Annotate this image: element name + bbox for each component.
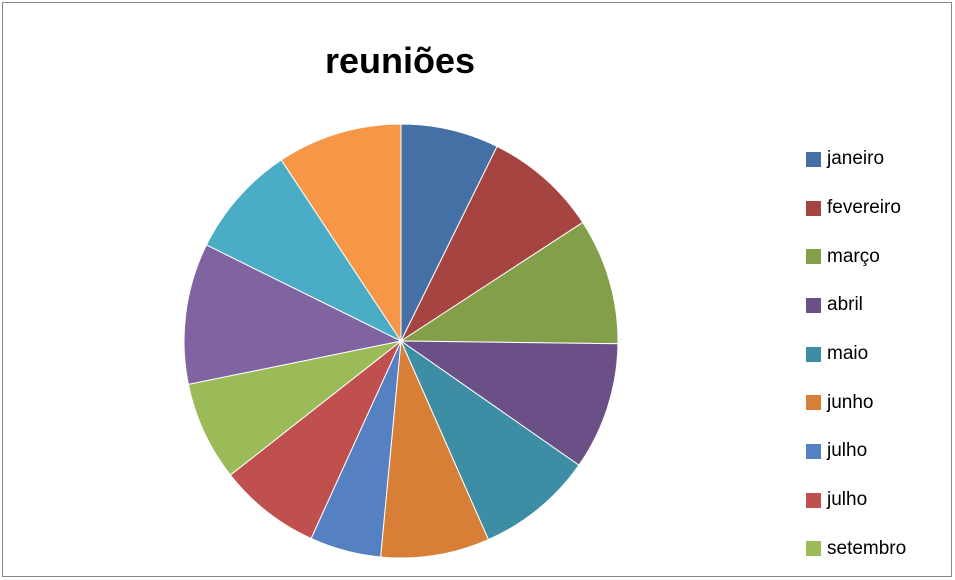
legend-swatch — [806, 151, 821, 167]
legend-item-7: julho — [806, 427, 906, 476]
legend-item-6: junho — [806, 378, 906, 427]
pie-slice-6 — [380, 339, 490, 559]
legend-item-2: fevereiro — [806, 184, 906, 233]
legend-label: abril — [827, 294, 863, 316]
legend-swatch — [806, 297, 821, 313]
pie-slice-1 — [400, 123, 498, 342]
legend-item-4: abril — [806, 281, 906, 330]
legend-swatch — [806, 541, 821, 557]
pie-slice-4 — [399, 340, 619, 466]
pie-slice-10 — [183, 244, 403, 385]
pie-slice-5 — [399, 339, 580, 541]
legend-label: junho — [827, 391, 874, 413]
chart-title: reuniões — [324, 40, 476, 81]
pie-slice-11 — [205, 159, 403, 343]
legend-item-1: janeiro — [806, 135, 906, 184]
legend-item-3: março — [806, 232, 906, 281]
legend-label: setembro — [827, 537, 907, 559]
legend-swatch — [806, 492, 821, 508]
legend-label: março — [827, 245, 880, 267]
legend-swatch — [806, 395, 821, 411]
legend-label: julho — [827, 440, 868, 462]
legend-label: maio — [827, 343, 869, 365]
pie-slice-2 — [399, 145, 584, 343]
legend-item-8: julho — [806, 476, 906, 525]
legend-label: julho — [827, 489, 868, 511]
legend-swatch — [806, 346, 821, 362]
legend-swatch — [806, 249, 821, 265]
legend-item-9: setembro — [806, 525, 906, 574]
pie-slice-9 — [187, 340, 402, 476]
pie-slice-3 — [399, 221, 619, 345]
legend-label: fevereiro — [827, 197, 901, 219]
pie-slice-8 — [229, 340, 402, 540]
legend-label: janeiro — [827, 148, 885, 170]
legend-item-5: maio — [806, 330, 906, 379]
legend: janeiro fevereiro março abril maio junho julho… — [806, 135, 906, 573]
legend-swatch — [806, 443, 821, 459]
pie-slice-12 — [280, 123, 402, 343]
legend-swatch — [806, 200, 821, 216]
